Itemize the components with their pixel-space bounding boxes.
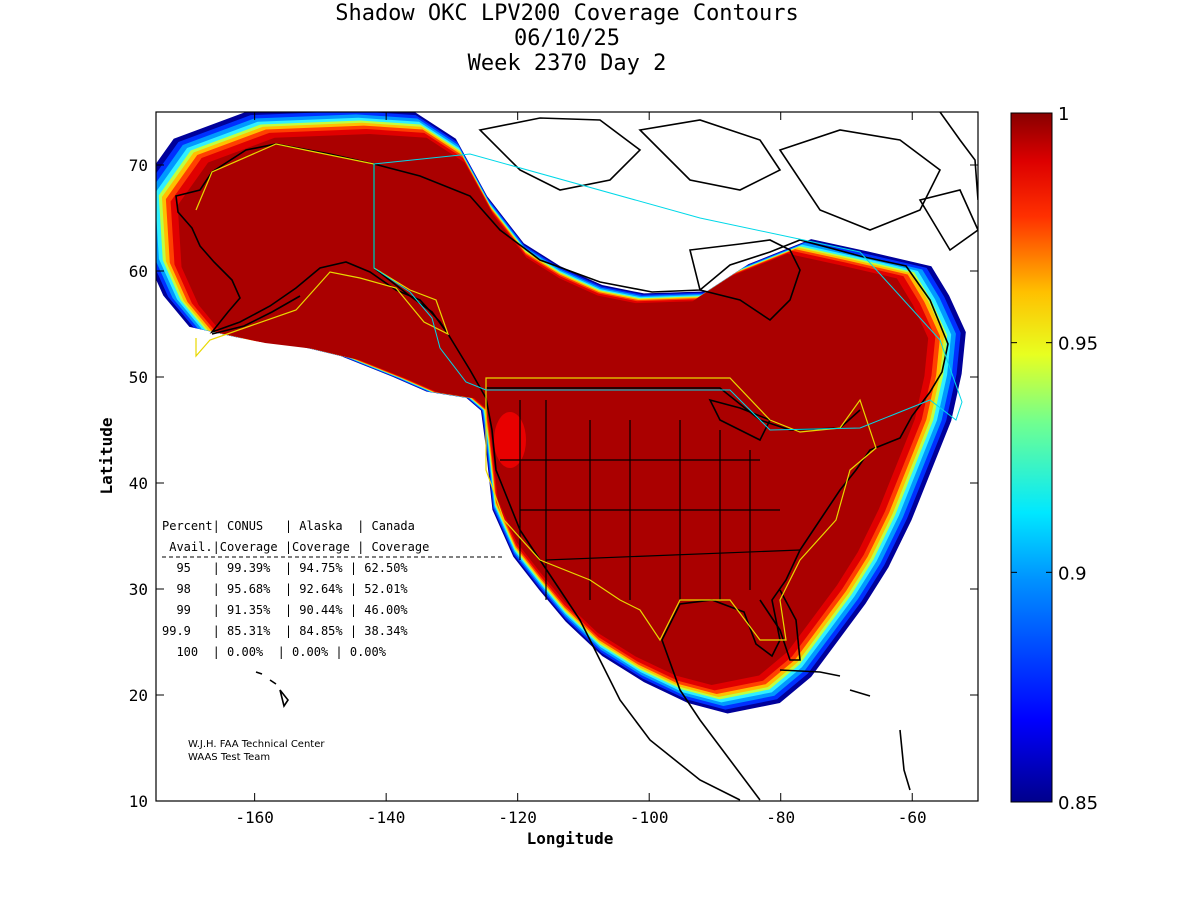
x-tick-label: -140	[367, 808, 406, 827]
map-title: Shadow OKC LPV200 Coverage Contours	[335, 1, 799, 26]
colorbar-tick-label: 0.85	[1058, 793, 1098, 814]
y-tick-label: 60	[129, 262, 148, 281]
state-boundaries	[500, 400, 801, 600]
table-row: 99.9 | 85.31% | 84.85% | 38.34%	[162, 624, 408, 638]
table-row: 95 | 99.39% | 94.75% | 62.50%	[162, 561, 408, 575]
colorbar-tick-label: 0.9	[1058, 563, 1087, 584]
y-tick-label: 20	[129, 686, 148, 705]
plot-frame	[155, 111, 979, 802]
y-tick-label: 70	[129, 156, 148, 175]
x-tick-label: -60	[898, 808, 927, 827]
map-week-day: Week 2370 Day 2	[467, 51, 667, 76]
region-borders	[195, 143, 963, 642]
credit-line-2: WAAS Test Team	[188, 752, 270, 763]
credit-line-1: W.J.H. FAA Technical Center	[188, 739, 325, 750]
map-date: 06/10/25	[514, 26, 620, 51]
table-row: 98 | 95.68% | 92.64% | 52.01%	[162, 582, 408, 596]
x-tick-labels: -160 -140 -120 -100 -80 -60	[235, 808, 926, 827]
table-row: 100 | 0.00% | 0.00% | 0.00%	[162, 645, 387, 659]
y-tick-label: 10	[129, 792, 148, 811]
colorbar	[1010, 112, 1053, 803]
coverage-table: Percent| CONUS | Alaska | Canada Avail.|…	[162, 519, 502, 659]
colorbar-tick-label: 0.95	[1058, 334, 1098, 355]
y-tick-label: 30	[129, 580, 148, 599]
x-axis-label: Longitude	[527, 829, 614, 848]
y-tick-label: 40	[129, 474, 148, 493]
coverage-contours	[156, 112, 966, 714]
table-row: 99 | 91.35% | 90.44% | 46.00%	[162, 603, 408, 617]
x-tick-label: -120	[498, 808, 537, 827]
y-tick-labels: 10 20 30 40 50 60 70	[129, 156, 148, 811]
x-tick-label: -100	[630, 808, 669, 827]
table-header-2: Avail.|Coverage |Coverage | Coverage	[162, 540, 429, 554]
colorbar-tick-label: 1	[1058, 104, 1069, 125]
x-tick-label: -80	[766, 808, 795, 827]
colorbar-ticks: 0.85 0.9 0.95 1	[1011, 104, 1098, 814]
axis-ticks	[156, 112, 978, 802]
y-tick-label: 50	[129, 368, 148, 387]
table-header-1: Percent| CONUS | Alaska | Canada	[162, 519, 415, 533]
x-tick-label: -160	[235, 808, 274, 827]
y-axis-label: Latitude	[97, 417, 116, 494]
